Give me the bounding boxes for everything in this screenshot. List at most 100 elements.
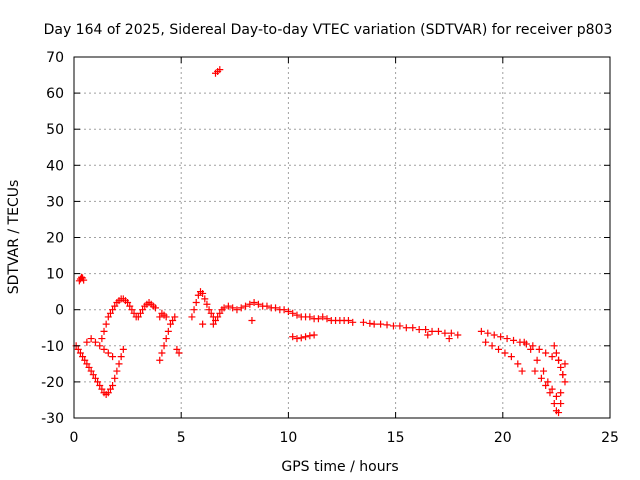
data-point bbox=[212, 317, 220, 325]
data-point bbox=[396, 322, 404, 330]
data-point bbox=[314, 315, 322, 323]
data-point bbox=[383, 321, 391, 329]
data-point bbox=[136, 309, 144, 317]
data-point bbox=[87, 335, 95, 343]
data-point bbox=[111, 374, 119, 382]
data-point bbox=[415, 326, 423, 334]
series-outlier-high bbox=[212, 66, 224, 77]
data-point bbox=[557, 363, 565, 371]
data-point bbox=[156, 313, 164, 321]
data-point bbox=[76, 349, 84, 357]
data-point bbox=[94, 378, 102, 386]
data-point bbox=[507, 353, 515, 361]
y-tick-label: 50 bbox=[46, 122, 64, 138]
x-axis-title: GPS time / hours bbox=[281, 459, 398, 475]
data-point bbox=[561, 360, 569, 368]
data-point bbox=[377, 320, 385, 328]
chart-title: Day 164 of 2025, Sidereal Day-to-day VTE… bbox=[44, 22, 613, 38]
data-point bbox=[495, 345, 503, 353]
data-point bbox=[323, 315, 331, 323]
data-point bbox=[171, 313, 179, 321]
data-point bbox=[162, 335, 170, 343]
data-point bbox=[96, 342, 104, 350]
data-point bbox=[542, 382, 550, 390]
data-point bbox=[561, 378, 569, 386]
data-point bbox=[166, 320, 174, 328]
data-point bbox=[192, 298, 200, 306]
data-point bbox=[104, 389, 112, 397]
data-point bbox=[106, 309, 114, 317]
data-point bbox=[552, 392, 560, 400]
data-point bbox=[237, 304, 245, 312]
y-tick-label: -20 bbox=[41, 375, 64, 391]
data-point bbox=[190, 306, 198, 314]
data-point bbox=[139, 306, 147, 314]
x-tick-label: 25 bbox=[601, 430, 619, 446]
data-point bbox=[188, 313, 196, 321]
data-point bbox=[557, 400, 565, 408]
data-point bbox=[119, 345, 127, 353]
series-afternoon bbox=[359, 318, 462, 343]
data-point bbox=[402, 324, 410, 332]
data-point bbox=[482, 338, 490, 346]
data-points bbox=[72, 66, 569, 417]
data-point bbox=[389, 322, 397, 330]
series-midday-side bbox=[289, 331, 318, 343]
data-point bbox=[544, 378, 552, 386]
data-point bbox=[422, 326, 430, 334]
data-point bbox=[91, 338, 99, 346]
series-midday bbox=[188, 288, 357, 328]
data-point bbox=[306, 332, 314, 340]
data-point bbox=[158, 349, 166, 357]
data-point bbox=[91, 374, 99, 382]
data-point bbox=[559, 371, 567, 379]
data-point bbox=[527, 345, 535, 353]
data-point bbox=[510, 336, 518, 344]
data-point bbox=[484, 329, 492, 337]
data-point bbox=[306, 313, 314, 321]
data-point bbox=[162, 313, 170, 321]
data-point bbox=[209, 320, 217, 328]
data-point bbox=[194, 291, 202, 299]
x-tick-label: 15 bbox=[387, 430, 405, 446]
y-tick-label: -10 bbox=[41, 339, 64, 355]
data-point bbox=[199, 289, 207, 297]
series-morning-dip bbox=[156, 309, 183, 364]
data-point bbox=[102, 320, 110, 328]
data-point bbox=[109, 353, 117, 361]
data-point bbox=[242, 302, 250, 310]
data-point bbox=[173, 345, 181, 353]
axis-ticks: 0 5 10 15 20 25 -30 -20 -10 0 10 20 30 40 50 60 70 bbox=[41, 50, 619, 446]
data-point bbox=[246, 300, 254, 308]
data-point bbox=[229, 304, 237, 312]
data-point bbox=[224, 302, 232, 310]
data-point bbox=[555, 409, 563, 417]
data-point bbox=[109, 306, 117, 314]
series-evening-b bbox=[482, 338, 569, 400]
data-point bbox=[207, 309, 215, 317]
data-point bbox=[557, 389, 565, 397]
x-tick-label: 5 bbox=[177, 430, 186, 446]
data-point bbox=[169, 317, 177, 325]
data-point bbox=[293, 335, 301, 343]
data-point bbox=[89, 371, 97, 379]
data-point bbox=[201, 295, 209, 303]
data-point bbox=[359, 318, 367, 326]
data-point bbox=[164, 327, 172, 335]
data-point bbox=[284, 308, 292, 316]
data-point bbox=[297, 334, 305, 342]
data-point bbox=[344, 317, 352, 325]
data-point bbox=[477, 327, 485, 335]
data-point bbox=[501, 349, 509, 357]
data-point bbox=[533, 356, 541, 364]
data-point bbox=[83, 338, 91, 346]
series-evening-c bbox=[531, 342, 567, 417]
data-point bbox=[106, 385, 114, 393]
data-point bbox=[117, 353, 125, 361]
x-tick-label: 10 bbox=[279, 430, 297, 446]
data-point bbox=[104, 349, 112, 357]
data-point bbox=[540, 367, 548, 375]
data-point bbox=[199, 320, 207, 328]
data-point bbox=[552, 349, 560, 357]
data-point bbox=[289, 333, 297, 341]
